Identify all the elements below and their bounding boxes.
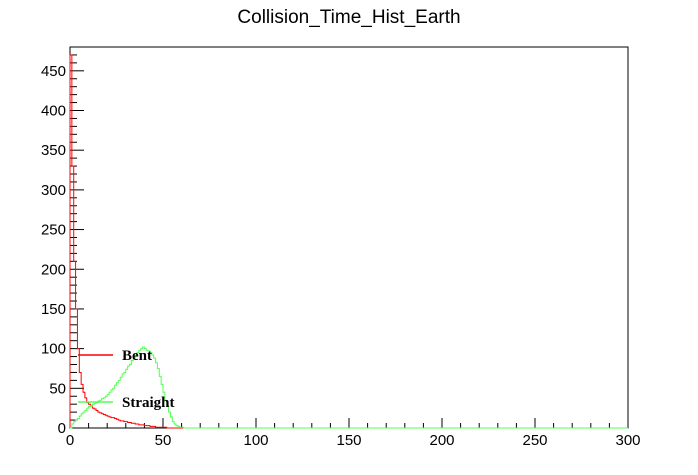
- x-tick-label: 100: [243, 432, 268, 449]
- chart-title: Collision_Time_Hist_Earth: [237, 7, 460, 28]
- x-tick-label: 200: [429, 432, 454, 449]
- x-axis: 0 50 100 150 200 250 300: [66, 418, 641, 449]
- series-straight-line: [70, 346, 628, 429]
- y-tick-label: 100: [41, 341, 66, 358]
- y-tick-label: 250: [41, 222, 66, 239]
- x-tick-label: 250: [522, 432, 547, 449]
- y-tick-label: 150: [41, 301, 66, 318]
- y-tick-label: 200: [41, 261, 66, 278]
- x-tick-label: 0: [66, 432, 74, 449]
- x-tick-label: 300: [615, 432, 640, 449]
- y-axis: 0 50 100 150 200 250 300 350 400 450: [41, 54, 84, 437]
- y-tick-label: 50: [49, 380, 66, 397]
- legend: Bent Straight: [78, 348, 175, 411]
- x-tick-label: 50: [155, 432, 172, 449]
- legend-label-bent: Bent: [122, 348, 152, 364]
- y-tick-label: 350: [41, 142, 66, 159]
- y-tick-label: 400: [41, 103, 66, 120]
- y-tick-label: 450: [41, 63, 66, 80]
- series-layer: [69, 54, 628, 429]
- plot-frame: [69, 46, 629, 429]
- x-tick-label: 150: [336, 432, 361, 449]
- series-bent-line: [69, 54, 628, 429]
- legend-label-straight: Straight: [122, 395, 175, 411]
- y-tick-label: 0: [58, 420, 66, 437]
- y-tick-label: 300: [41, 182, 66, 199]
